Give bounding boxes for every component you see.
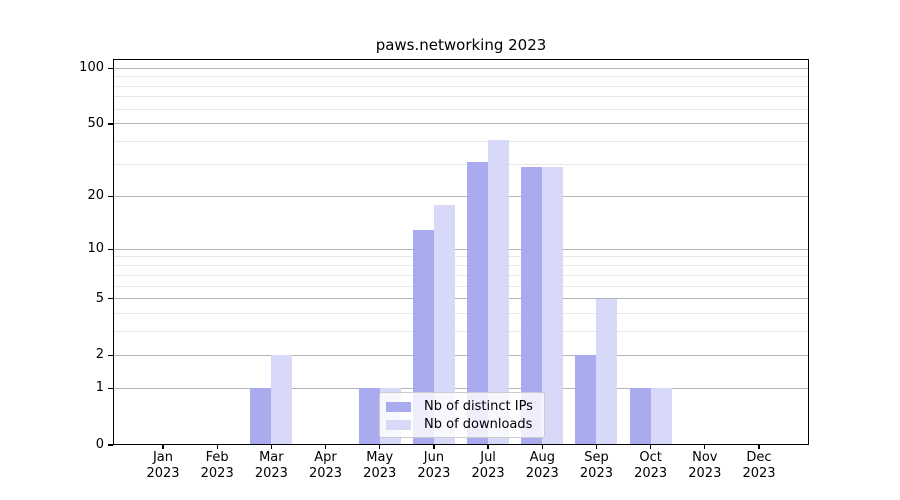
y-gridline-minor-30 (113, 164, 809, 166)
y-gridline-major-5 (113, 298, 809, 300)
y-gridline-major-50 (113, 123, 809, 125)
y-tick-50 (108, 123, 113, 125)
bar-distinct-ips-mar-2023 (250, 388, 272, 445)
legend-item-downloads: Nb of downloads (386, 416, 544, 434)
bar-downloads-oct-2023 (650, 388, 672, 445)
x-tick-mar (270, 445, 272, 449)
y-tick-100 (108, 67, 113, 69)
bar-downloads-jun-2023 (433, 204, 455, 445)
y-gridline-minor-8 (113, 265, 809, 267)
legend-swatch-distinct-ips-icon (386, 402, 411, 412)
bar-distinct-ips-aug-2023 (521, 167, 543, 445)
x-tick-label-oct: Oct 2023 (634, 450, 668, 481)
bar-downloads-jul-2023 (488, 139, 510, 445)
y-tick-label-50: 50 (87, 115, 104, 131)
bar-downloads-sep-2023 (596, 298, 618, 445)
x-tick-may (379, 445, 381, 449)
y-tick-label-20: 20 (87, 188, 104, 204)
x-tick-nov (704, 445, 706, 449)
chart-title: paws.networking 2023 (375, 36, 547, 54)
x-tick-label-sep: Sep 2023 (579, 450, 613, 481)
x-tick-label-dec: Dec 2023 (742, 450, 776, 481)
legend-item-distinct-ips: Nb of distinct IPs (386, 398, 544, 416)
bar-distinct-ips-jun-2023 (412, 229, 434, 445)
x-tick-label-jul: Jul 2023 (471, 450, 505, 481)
y-tick-label-1: 1 (95, 380, 104, 396)
y-tick-20 (108, 195, 113, 198)
bar-distinct-ips-jul-2023 (467, 162, 489, 445)
y-tick-10 (108, 248, 113, 250)
x-tick-jan (162, 445, 164, 449)
x-tick-oct (649, 445, 652, 449)
plot-area (113, 59, 809, 445)
y-tick-5 (108, 298, 113, 300)
bar-downloads-mar-2023 (271, 355, 293, 445)
y-tick-1 (108, 387, 113, 390)
legend-label-distinct-ips: Nb of distinct IPs (424, 399, 533, 414)
x-tick-feb (216, 445, 218, 449)
y-gridline-minor-40 (113, 141, 809, 143)
x-tick-label-nov: Nov 2023 (688, 450, 722, 481)
y-tick-label-0: 0 (95, 437, 104, 452)
bar-distinct-ips-may-2023 (358, 388, 380, 445)
y-gridline-minor-6 (113, 285, 809, 287)
x-tick-dec (758, 445, 760, 449)
x-tick-label-jan: Jan 2023 (146, 450, 180, 481)
x-tick-apr (324, 445, 327, 449)
x-tick-label-may: May 2023 (363, 450, 397, 481)
legend-swatch-downloads-icon (386, 420, 411, 430)
y-gridline-minor-7 (113, 274, 809, 276)
bar-distinct-ips-oct-2023 (629, 388, 651, 445)
y-tick-2 (108, 354, 113, 356)
x-tick-sep (595, 445, 598, 449)
y-gridline-major-2 (113, 354, 809, 356)
bar-distinct-ips-sep-2023 (575, 355, 597, 445)
y-gridline-minor-4 (113, 313, 809, 315)
y-gridline-minor-60 (113, 108, 809, 110)
x-tick-label-aug: Aug 2023 (525, 450, 559, 481)
y-gridline-major-100 (113, 67, 809, 69)
y-gridline-minor-90 (113, 76, 809, 78)
y-tick-label-100: 100 (79, 60, 104, 76)
x-tick-label-feb: Feb 2023 (200, 450, 234, 481)
y-gridline-major-10 (113, 248, 809, 250)
x-tick-jul (487, 445, 489, 449)
x-tick-aug (541, 445, 543, 449)
legend: Nb of distinct IPs Nb of downloads (379, 392, 545, 438)
y-gridline-major-20 (113, 195, 809, 197)
y-gridline-major-1 (113, 387, 809, 389)
y-gridline-minor-9 (113, 256, 809, 258)
x-tick-label-mar: Mar 2023 (254, 450, 288, 481)
x-tick-label-jun: Jun 2023 (417, 450, 451, 481)
y-tick-label-5: 5 (95, 290, 104, 306)
y-gridline-minor-80 (113, 85, 809, 87)
y-tick-label-2: 2 (95, 347, 104, 363)
bar-downloads-aug-2023 (542, 167, 564, 445)
x-tick-label-apr: Apr 2023 (308, 450, 343, 481)
legend-label-downloads: Nb of downloads (424, 417, 533, 432)
y-gridline-minor-3 (113, 331, 809, 333)
x-tick-jun (433, 445, 435, 449)
y-gridline-minor-70 (113, 96, 809, 98)
y-tick-label-10: 10 (87, 241, 104, 257)
y-tick-0 (108, 444, 113, 446)
